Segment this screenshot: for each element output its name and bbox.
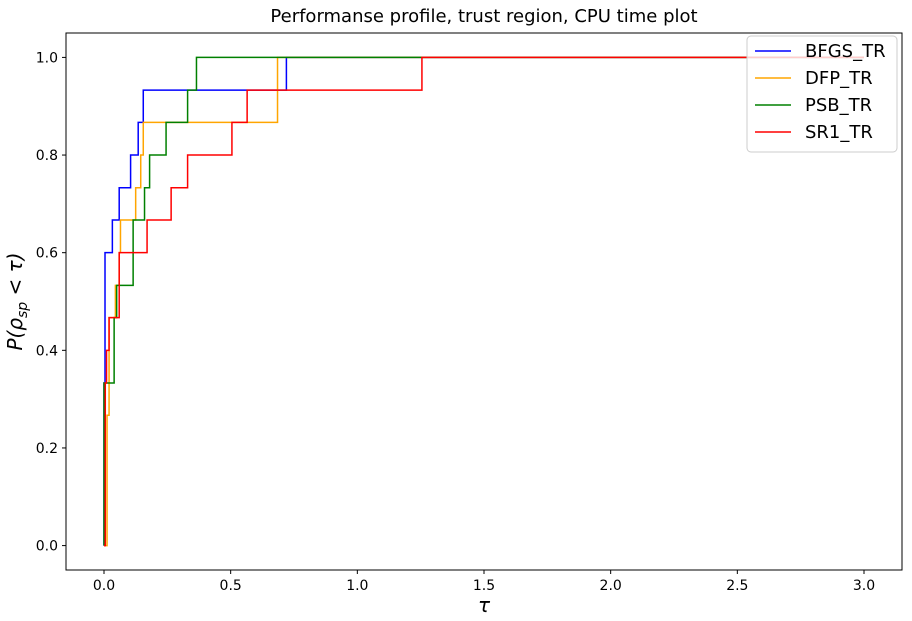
y-tick-label: 0.4 [36, 343, 58, 359]
y-tick-label: 1.0 [36, 50, 58, 66]
series-line-sr1-tr [104, 56, 864, 547]
legend-box [746, 35, 898, 153]
series-line-bfgs-tr [103, 56, 864, 546]
y-axis-ticks: 0.0 0.2 0.4 0.6 0.8 1.0 [36, 50, 66, 555]
y-tick-label: 0.6 [36, 246, 58, 262]
x-tick-label: 2.0 [600, 578, 622, 594]
chart-title: Performanse profile, trust region, CPU t… [270, 6, 697, 27]
x-tick-label: 2.5 [726, 578, 748, 594]
x-tick-label: 1.5 [473, 578, 495, 594]
series-line-dfp-tr [104, 56, 864, 547]
x-tick-label: 0.0 [93, 578, 115, 594]
x-tick-label: 0.5 [220, 578, 242, 594]
y-axis-label-sub: sp [15, 302, 31, 318]
y-axis-label-main: P(ρ [3, 318, 27, 351]
y-tick-label: 0.8 [36, 148, 58, 164]
y-tick-label: 0.0 [36, 539, 58, 555]
y-axis-label-tail: < τ) [3, 252, 27, 301]
legend-label: PSB_TR [805, 95, 872, 116]
legend-label: DFP_TR [805, 68, 873, 89]
legend-label: SR1_TR [805, 122, 873, 143]
x-axis-ticks: 0.0 0.5 1.0 1.5 2.0 2.5 3.0 [93, 570, 875, 594]
legend: BFGS_TR DFP_TR PSB_TR SR1_TR [746, 35, 898, 153]
x-axis-label: τ [478, 593, 491, 617]
x-tick-label: 1.0 [346, 578, 368, 594]
series-layer [103, 56, 864, 547]
x-tick-label: 3.0 [853, 578, 875, 594]
y-axis-label: P(ρsp < τ) [3, 252, 31, 350]
y-tick-label: 0.2 [36, 441, 58, 457]
legend-label: BFGS_TR [805, 41, 886, 62]
series-line-psb-tr [103, 56, 864, 546]
